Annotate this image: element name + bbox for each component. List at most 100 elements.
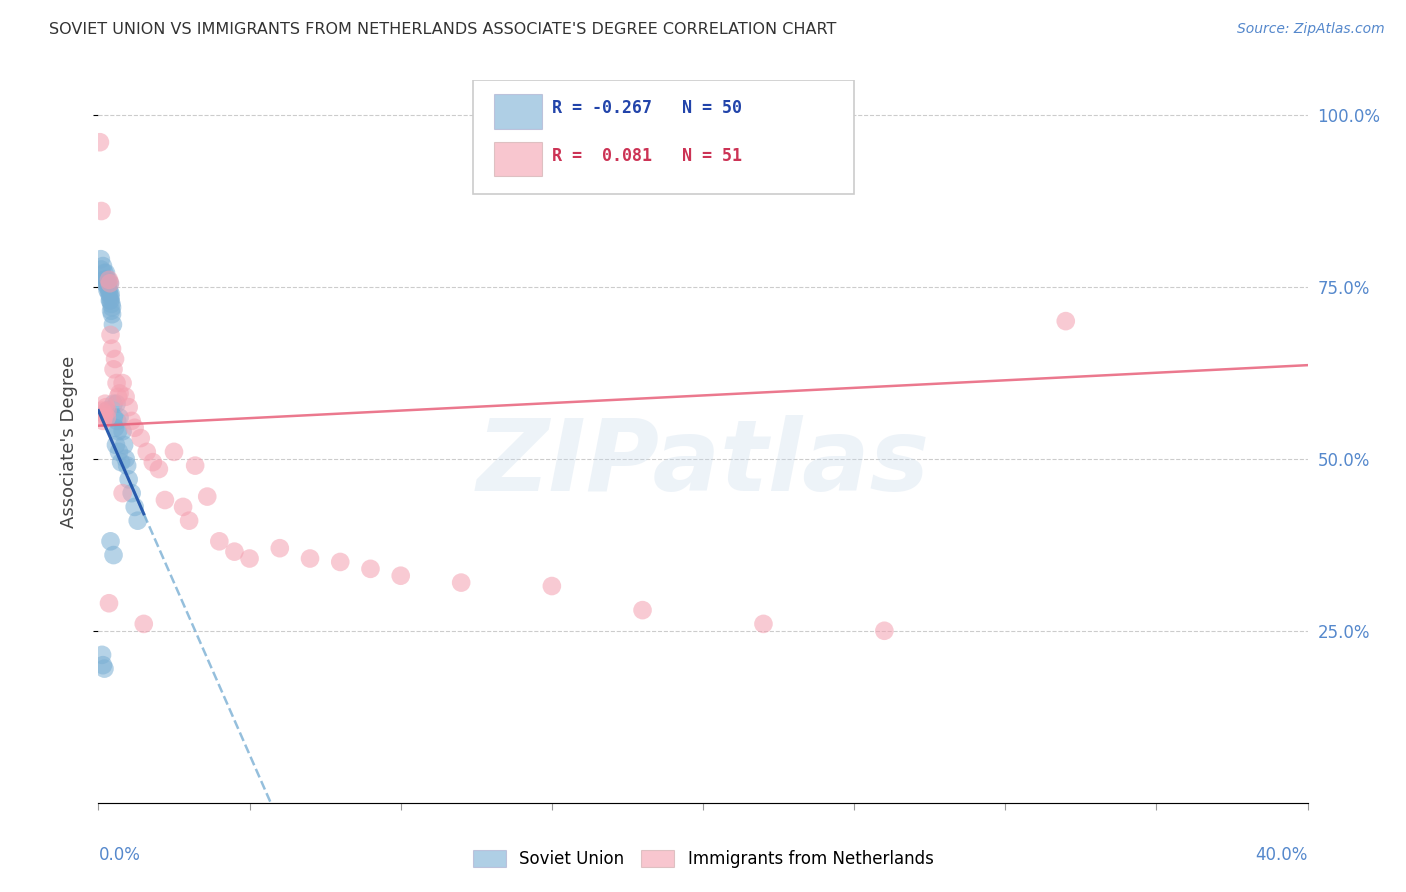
Point — [111, 376, 134, 390]
Point — [108, 410, 131, 425]
Point — [94, 397, 117, 411]
Point — [103, 410, 125, 425]
Point — [239, 551, 262, 566]
Point — [118, 400, 141, 414]
FancyBboxPatch shape — [494, 94, 543, 128]
Point — [114, 390, 136, 404]
Point — [224, 544, 246, 558]
Point — [100, 293, 122, 308]
Point — [111, 486, 134, 500]
Point — [103, 362, 125, 376]
Point — [184, 458, 207, 473]
FancyBboxPatch shape — [494, 142, 543, 177]
Point — [96, 403, 118, 417]
Point — [1054, 314, 1077, 328]
Point — [104, 438, 127, 452]
Point — [389, 568, 412, 582]
Point — [105, 414, 128, 428]
Point — [118, 472, 141, 486]
Point — [91, 403, 114, 417]
Point — [127, 514, 149, 528]
Point — [98, 277, 121, 291]
Text: ZIPatlas: ZIPatlas — [477, 415, 929, 512]
Point — [179, 514, 201, 528]
Point — [104, 421, 127, 435]
Point — [98, 596, 121, 610]
Point — [101, 301, 124, 315]
Point — [96, 403, 118, 417]
Point — [97, 277, 120, 291]
Y-axis label: Associate's Degree: Associate's Degree — [59, 355, 77, 528]
Point — [105, 397, 128, 411]
Point — [101, 342, 124, 356]
Point — [195, 490, 218, 504]
Point — [360, 562, 382, 576]
Point — [111, 424, 134, 438]
Point — [93, 266, 115, 280]
Point — [93, 662, 115, 676]
Point — [100, 303, 122, 318]
Point — [93, 410, 115, 425]
Point — [100, 290, 122, 304]
Point — [873, 624, 896, 638]
Text: R =  0.081   N = 51: R = 0.081 N = 51 — [551, 147, 742, 165]
Point — [540, 579, 562, 593]
Point — [124, 421, 146, 435]
Point — [98, 277, 121, 291]
Text: 0.0%: 0.0% — [98, 847, 141, 864]
Point — [96, 283, 118, 297]
Point — [104, 351, 127, 366]
Point — [91, 414, 114, 428]
Point — [94, 277, 117, 291]
Point — [96, 410, 118, 425]
FancyBboxPatch shape — [474, 80, 855, 194]
Point — [98, 293, 121, 308]
Point — [98, 283, 121, 297]
Point — [112, 438, 135, 452]
Point — [269, 541, 291, 556]
Point — [93, 407, 115, 421]
Point — [93, 273, 115, 287]
Point — [142, 455, 165, 469]
Point — [124, 500, 146, 514]
Point — [97, 273, 120, 287]
Point — [208, 534, 231, 549]
Point — [91, 658, 114, 673]
Point — [103, 397, 125, 411]
Legend: Soviet Union, Immigrants from Netherlands: Soviet Union, Immigrants from Netherland… — [465, 843, 941, 875]
Point — [148, 462, 170, 476]
Point — [163, 445, 186, 459]
Point — [103, 548, 125, 562]
Point — [96, 277, 118, 291]
Point — [108, 386, 131, 401]
Point — [329, 555, 352, 569]
Text: SOVIET UNION VS IMMIGRANTS FROM NETHERLANDS ASSOCIATE'S DEGREE CORRELATION CHART: SOVIET UNION VS IMMIGRANTS FROM NETHERLA… — [49, 22, 837, 37]
Point — [100, 286, 122, 301]
Point — [107, 390, 129, 404]
Point — [90, 252, 112, 267]
Point — [91, 648, 114, 662]
Point — [172, 500, 194, 514]
Point — [631, 603, 654, 617]
Point — [90, 204, 112, 219]
Point — [299, 551, 322, 566]
Point — [98, 273, 121, 287]
Point — [100, 327, 122, 342]
Point — [101, 307, 124, 321]
Point — [121, 414, 143, 428]
Point — [108, 445, 131, 459]
Point — [135, 445, 157, 459]
Text: Source: ZipAtlas.com: Source: ZipAtlas.com — [1237, 22, 1385, 37]
Text: 40.0%: 40.0% — [1256, 847, 1308, 864]
Point — [129, 431, 152, 445]
Point — [132, 616, 155, 631]
Point — [100, 297, 122, 311]
Point — [89, 135, 111, 149]
Point — [94, 266, 117, 280]
Point — [752, 616, 775, 631]
Point — [98, 286, 121, 301]
Point — [107, 424, 129, 438]
Point — [90, 262, 112, 277]
Point — [450, 575, 472, 590]
Point — [153, 493, 176, 508]
